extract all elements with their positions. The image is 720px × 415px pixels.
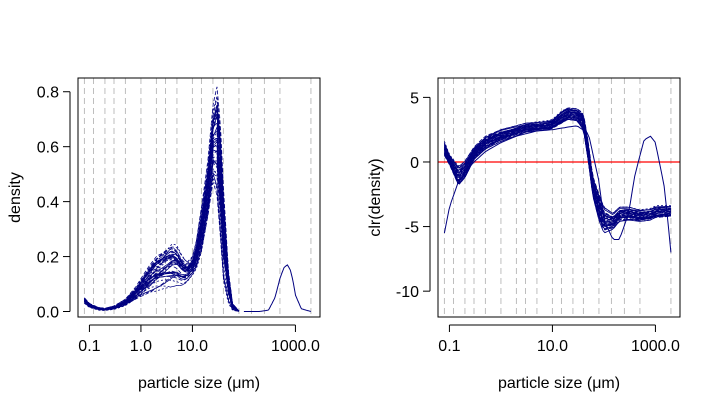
clr-series-line (444, 113, 671, 226)
density-y-tick-label: 0.0 (37, 305, 59, 322)
clr-series-line (444, 107, 671, 218)
clr-x-tick-label: 1000.0 (631, 338, 680, 355)
density-series-line (84, 143, 240, 312)
clr-series-line (444, 109, 671, 218)
clr-x-axis-title: particle size (μm) (498, 375, 620, 392)
clr-series-line (444, 114, 671, 225)
density-series-line (84, 140, 240, 312)
clr-series-line (444, 116, 671, 225)
clr-series-line (444, 115, 671, 230)
clr-series-line (444, 113, 671, 226)
density-series-line (84, 114, 240, 312)
density-x-tick-label: 1000.0 (271, 338, 320, 355)
density-series-line (84, 96, 240, 312)
clr-density-panel: 0.1 10.0 1000.050-5-10 particle size (μm) … (367, 77, 681, 392)
density-series-line (84, 172, 240, 312)
density-series-line (84, 156, 240, 312)
density-grid (83, 78, 312, 317)
density-series-line (84, 173, 240, 312)
density-series-line (84, 86, 240, 312)
density-series-line (84, 132, 240, 312)
density-series-line (84, 149, 240, 312)
clr-y-axis-title: clr(density) (367, 158, 384, 236)
density-y-tick-label: 0.4 (37, 195, 59, 212)
density-series-line (84, 149, 240, 312)
clr-series-line (444, 115, 671, 224)
density-series-line (84, 162, 240, 312)
density-plot-frame (77, 77, 321, 318)
clr-series-line (444, 110, 671, 219)
clr-series-line (444, 118, 671, 234)
clr-series-line (444, 111, 671, 219)
density-panel: 0.1 1.0 10.0 1000.0 0.0 0.2 0.4 0.6 0.8 particle… (7, 77, 321, 392)
density-outlier-series-line (243, 264, 312, 312)
clr-grid (443, 78, 672, 317)
density-series-line (84, 168, 240, 312)
density-series-line (84, 149, 240, 312)
clr-series-line (444, 111, 671, 220)
clr-series-line (444, 111, 671, 221)
density-x-tick-label: 10.0 (177, 338, 208, 355)
density-series-line (84, 161, 240, 312)
clr-y-tick-label: 0 (410, 155, 419, 172)
clr-series-line (444, 111, 671, 218)
density-x-tick-label: 0.1 (78, 338, 100, 355)
density-series (84, 86, 312, 312)
clr-series (438, 107, 680, 253)
density-y-tick-label: 0.2 (37, 250, 59, 267)
density-series-line (84, 97, 240, 312)
clr-y-tick-label: -5 (405, 220, 419, 237)
clr-series-line (444, 107, 671, 214)
density-y-tick-label: 0.8 (37, 85, 59, 102)
density-y-tick-label: 0.6 (37, 140, 59, 157)
clr-outlier-series-line (443, 125, 672, 253)
density-series-line (84, 182, 240, 312)
density-series-line (84, 116, 240, 312)
clr-y-tick-label: -10 (396, 284, 419, 301)
clr-x-tick-label: 10.0 (537, 338, 568, 355)
clr-series-line (444, 114, 671, 222)
density-series-line (84, 145, 240, 312)
density-series-line (84, 176, 239, 312)
clr-series-line (444, 111, 671, 219)
density-series-line (84, 141, 240, 312)
density-series-line (84, 139, 240, 312)
density-series-line (84, 126, 240, 312)
clr-series-line (444, 108, 671, 219)
clr-y-tick-label: 5 (410, 90, 419, 107)
density-axes: 0.1 1.0 10.0 1000.0 0.0 0.2 0.4 0.6 0.8 (37, 85, 320, 355)
density-y-axis-title: density (7, 172, 24, 223)
density-series-line (84, 108, 240, 312)
density-series-line (84, 137, 240, 312)
density-x-tick-label: 1.0 (130, 338, 152, 355)
clr-axes: 0.1 10.0 1000.0 5 0 -5 -10 (396, 90, 680, 355)
clr-plot-frame (437, 77, 681, 318)
clr-x-tick-label: 0.1 (438, 338, 460, 355)
clr-series-line (444, 109, 671, 220)
density-x-axis-title: particle size (μm) (138, 375, 260, 392)
